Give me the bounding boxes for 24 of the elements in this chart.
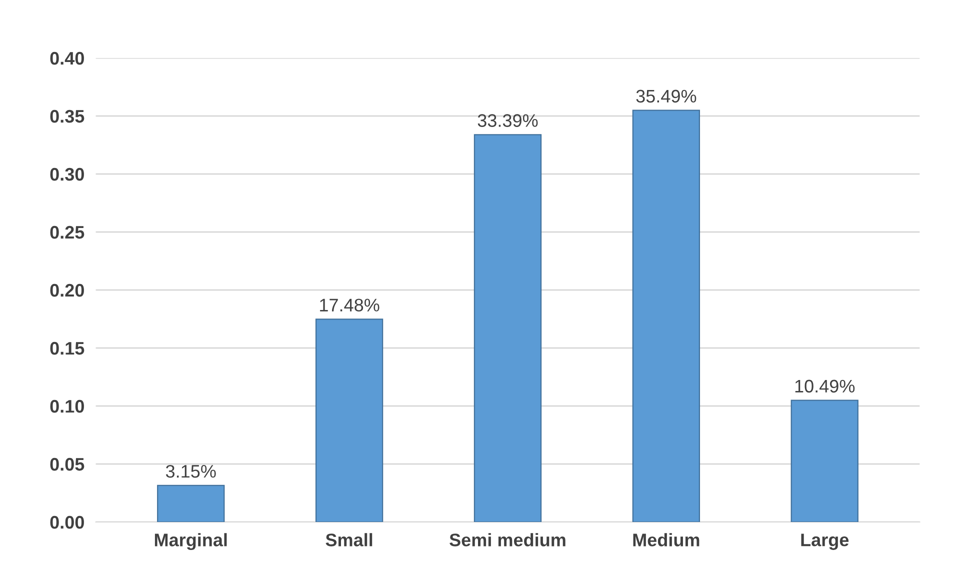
x-tick-label: Small: [326, 533, 372, 546]
y-tick-label: 0.10: [50, 400, 84, 413]
y-tick-label: 0.30: [50, 168, 84, 181]
x-tick-label: Marginal: [154, 533, 227, 550]
x-tick-label: Semi medium: [450, 533, 566, 546]
x-tick-label: Medium: [633, 533, 700, 546]
bar: [790, 400, 858, 522]
y-tick-label: 0.40: [50, 52, 84, 65]
data-label: 33.39%: [478, 114, 538, 127]
x-tick-label: Large: [801, 534, 849, 550]
y-tick-label: 0.20: [50, 284, 84, 297]
data-label: 10.49%: [795, 380, 855, 393]
data-label: 17.48%: [320, 298, 380, 312]
data-label: 35.49%: [636, 90, 696, 103]
y-tick-label: 0.00: [50, 516, 84, 529]
y-tick-label: 0.25: [50, 226, 84, 239]
y-tick-label: 0.05: [50, 458, 84, 471]
y-tick-label: 0.15: [50, 342, 84, 355]
y-tick-label: 0.35: [50, 110, 84, 123]
bar: [315, 318, 384, 522]
bar: [632, 110, 700, 522]
data-label: 3.15%: [166, 464, 216, 478]
bar: [157, 484, 225, 522]
bar: [474, 134, 542, 522]
